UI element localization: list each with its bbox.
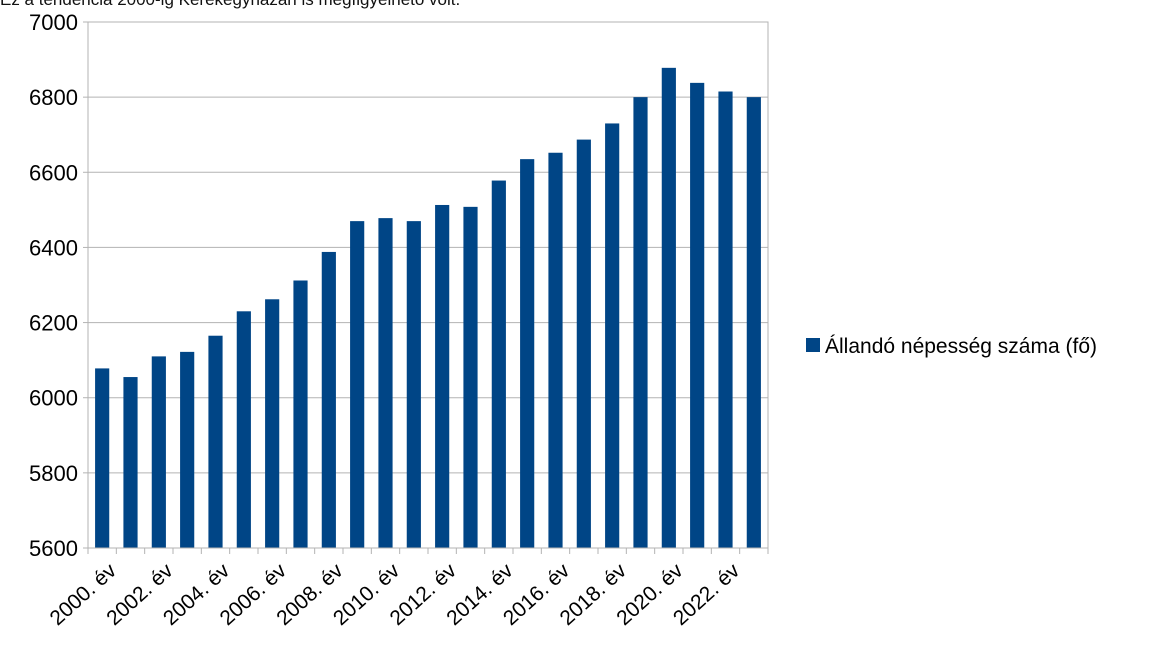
legend-swatch [806, 338, 820, 352]
y-tick-label: 6200 [29, 311, 78, 336]
bar [378, 218, 393, 548]
y-tick-label: 5800 [29, 461, 78, 486]
bar [633, 97, 648, 549]
bar [95, 368, 110, 548]
bar [180, 351, 195, 548]
bar [293, 280, 308, 548]
bar [690, 82, 705, 548]
bar [406, 221, 421, 548]
y-tick-label: 6400 [29, 235, 78, 260]
bar [123, 377, 138, 548]
bar [548, 152, 563, 548]
bar [236, 311, 251, 548]
axes [83, 21, 769, 554]
y-tick-label: 6600 [29, 160, 78, 185]
bar [576, 139, 591, 548]
bar [661, 67, 676, 548]
legend: Állandó népesség száma (fő) [806, 335, 1097, 358]
y-tick-labels: 5600 5800 6000 6200 6400 6600 6800 7000 [29, 10, 78, 561]
y-tick-label: 5600 [29, 536, 78, 561]
legend-label: Állandó népesség száma (fő) [825, 335, 1097, 358]
bar [151, 356, 166, 548]
bar [350, 221, 365, 548]
bar [520, 159, 535, 548]
bar [491, 180, 506, 548]
bar [463, 206, 478, 548]
bar [605, 123, 620, 548]
bar [208, 335, 223, 548]
chart-caption: Ez a tendencia 2000-ig Kerekegyházán is … [0, 0, 460, 10]
bar [265, 299, 280, 548]
bar [746, 97, 761, 549]
y-tick-label: 6000 [29, 386, 78, 411]
y-tick-label: 7000 [29, 10, 78, 35]
bar [718, 91, 733, 548]
bar [435, 204, 450, 549]
y-tick-label: 6800 [29, 85, 78, 110]
bar [321, 251, 336, 549]
bars [95, 67, 761, 549]
